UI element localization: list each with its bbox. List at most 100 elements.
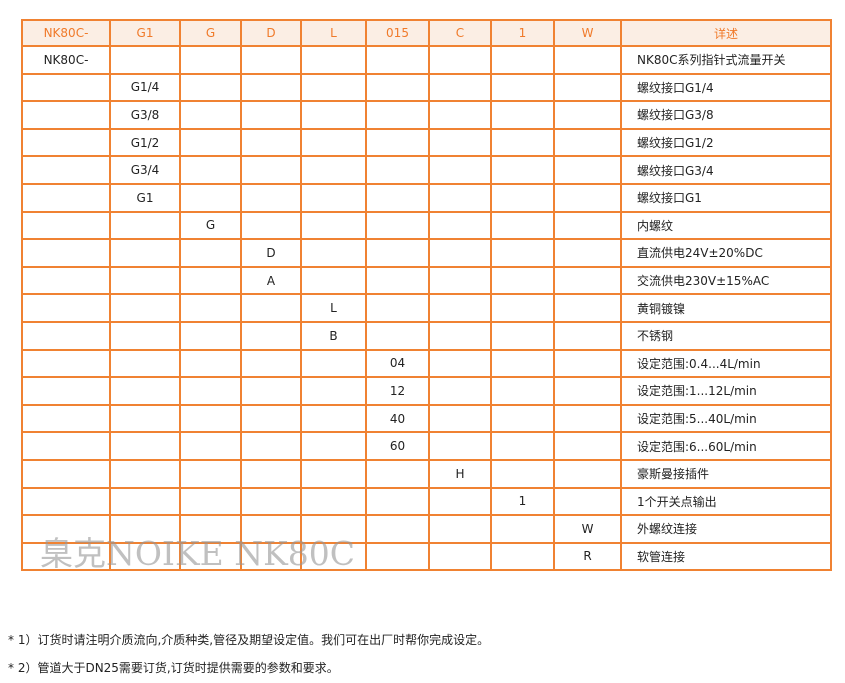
table-cell — [21, 541, 111, 572]
table-cell: 设定范围:0.4...4L/min — [620, 348, 832, 379]
table-cell — [109, 293, 181, 323]
table-cell: G1/4 — [109, 72, 181, 103]
header-cell: 015 — [365, 19, 430, 47]
table-row: B 不锈钢 — [21, 320, 832, 351]
table-cell: 豪斯曼接插件 — [620, 458, 832, 489]
table-cell — [428, 265, 492, 296]
table-row: G1/4 螺纹接口G1/4 — [21, 72, 832, 103]
note-1: * 1）订货时请注明介质流向,介质种类,管径及期望设定值。我们可在出厂时帮你完成… — [8, 633, 490, 647]
table-cell — [490, 72, 555, 103]
table-cell — [428, 403, 492, 434]
cell-text: G3/4 — [130, 163, 160, 178]
table-cell — [21, 348, 111, 379]
table-cell — [553, 182, 622, 213]
table-cell — [109, 376, 181, 406]
table-row: L 黄铜镀镍 — [21, 293, 832, 323]
table-cell — [365, 45, 430, 75]
table-cell — [300, 486, 367, 517]
cell-text: 黄铜镀镍 — [637, 301, 686, 316]
table-cell: 螺纹接口G3/4 — [620, 155, 832, 185]
table-cell — [179, 155, 242, 185]
table-cell — [21, 238, 111, 268]
table-cell — [109, 238, 181, 268]
table-cell — [109, 514, 181, 544]
table-cell: G1 — [109, 182, 181, 213]
table-cell — [365, 238, 430, 268]
header-cell: W — [553, 19, 622, 47]
table-cell — [109, 265, 181, 296]
table-cell: 内螺纹 — [620, 210, 832, 241]
table-cell — [365, 514, 430, 544]
table-cell — [553, 265, 622, 296]
table-cell — [428, 45, 492, 75]
table-cell — [490, 541, 555, 572]
table-cell — [179, 100, 242, 130]
table-cell — [300, 182, 367, 213]
cell-text: R — [583, 549, 592, 564]
table-cell: 40 — [365, 403, 430, 434]
table-cell — [490, 100, 555, 130]
table-cell — [428, 155, 492, 185]
table-cell: G3/4 — [109, 155, 181, 185]
table-cell — [428, 486, 492, 517]
table-cell — [490, 45, 555, 75]
table-cell — [490, 127, 555, 158]
table-cell — [490, 431, 555, 461]
table-cell — [428, 293, 492, 323]
table-cell: G — [179, 210, 242, 241]
cell-text: B — [329, 328, 338, 343]
table-cell — [179, 486, 242, 517]
table-cell — [553, 376, 622, 406]
table-cell: G3/8 — [109, 100, 181, 130]
table-cell — [240, 403, 302, 434]
table-cell — [553, 486, 622, 517]
table-cell: 交流供电230V±15%AC — [620, 265, 832, 296]
table-cell — [365, 293, 430, 323]
table-cell — [240, 431, 302, 461]
table-cell: 设定范围:5...40L/min — [620, 403, 832, 434]
cell-text: 1个开关点输出 — [637, 494, 717, 509]
table-row: 40 设定范围:5...40L/min — [21, 403, 832, 434]
cell-text: 软管连接 — [637, 549, 686, 564]
cell-text: L — [330, 26, 337, 40]
table-cell — [428, 541, 492, 572]
table-cell: 螺纹接口G3/8 — [620, 100, 832, 130]
table-cell: W — [553, 514, 622, 544]
table-cell — [179, 72, 242, 103]
table-cell — [490, 293, 555, 323]
table-cell — [365, 155, 430, 185]
cell-text: 设定范围:5...40L/min — [637, 412, 757, 427]
table-cell — [109, 541, 181, 572]
header-cell: D — [240, 19, 302, 47]
table-cell: 12 — [365, 376, 430, 406]
table-cell — [240, 127, 302, 158]
header-cell: G1 — [109, 19, 181, 47]
table-cell — [21, 182, 111, 213]
table-cell — [109, 45, 181, 75]
table-cell — [21, 458, 111, 489]
table-cell — [240, 486, 302, 517]
table-cell — [21, 100, 111, 130]
table-cell: 螺纹接口G1 — [620, 182, 832, 213]
table-cell — [109, 486, 181, 517]
table-cell — [428, 238, 492, 268]
table-cell — [300, 72, 367, 103]
table-cell — [490, 376, 555, 406]
cell-text: 60 — [389, 439, 406, 454]
table-cell — [300, 100, 367, 130]
table-cell — [300, 514, 367, 544]
table-row: 1 1个开关点输出 — [21, 486, 832, 517]
table-cell — [553, 45, 622, 75]
table-cell: G1/2 — [109, 127, 181, 158]
table-cell: D — [240, 238, 302, 268]
cell-text: H — [455, 466, 465, 481]
table-cell — [179, 182, 242, 213]
table-cell — [553, 458, 622, 489]
table-cell — [300, 265, 367, 296]
table-cell — [240, 72, 302, 103]
table-cell: H — [428, 458, 492, 489]
table-cell — [490, 238, 555, 268]
table-row: G1/2 螺纹接口G1/2 — [21, 127, 832, 158]
table-cell — [21, 431, 111, 461]
cell-text: NK80C- — [43, 52, 89, 67]
